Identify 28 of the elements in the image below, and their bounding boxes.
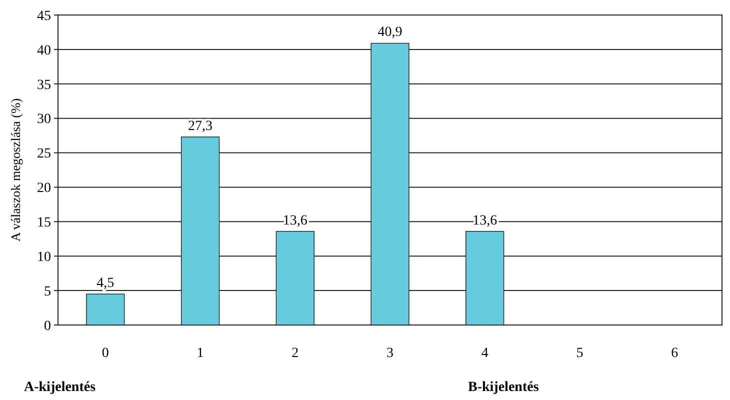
data-label: 40,9 <box>378 25 402 40</box>
x-tick-label: 1 <box>196 346 204 361</box>
text: A-kijelentés <box>24 380 96 395</box>
bar <box>181 136 220 326</box>
x-tick-label: 6 <box>671 346 678 361</box>
bar <box>86 294 125 326</box>
bar <box>370 42 410 326</box>
y-tick-label: 20 <box>37 181 51 196</box>
y-tick-label: 10 <box>37 250 51 266</box>
y-tick-label: 40 <box>37 43 51 58</box>
y-tick-label: 45 <box>37 8 51 24</box>
x-tick-label: 2 <box>292 346 299 361</box>
y-tick-label: 15 <box>37 216 51 231</box>
y-tick-label: 5 <box>44 284 51 300</box>
x-tick-label: 0 <box>102 346 109 361</box>
data-label: 4,5 <box>96 276 114 291</box>
y-tick-label: 0 <box>44 318 51 334</box>
x-tick-label: 4 <box>481 346 488 361</box>
data-label: 27,3 <box>188 118 213 134</box>
x-tick-label: 3 <box>386 346 394 361</box>
x-tick-label: 5 <box>576 346 584 361</box>
bar <box>276 231 314 326</box>
bar <box>466 231 504 326</box>
text: B-kijelentés <box>468 380 540 395</box>
y-tick-label: 35 <box>37 78 51 93</box>
y-tick-label: 30 <box>37 112 51 128</box>
y-tick-label: 25 <box>37 146 51 162</box>
y-axis-title: A válaszok megoszlása (%) <box>8 98 23 242</box>
